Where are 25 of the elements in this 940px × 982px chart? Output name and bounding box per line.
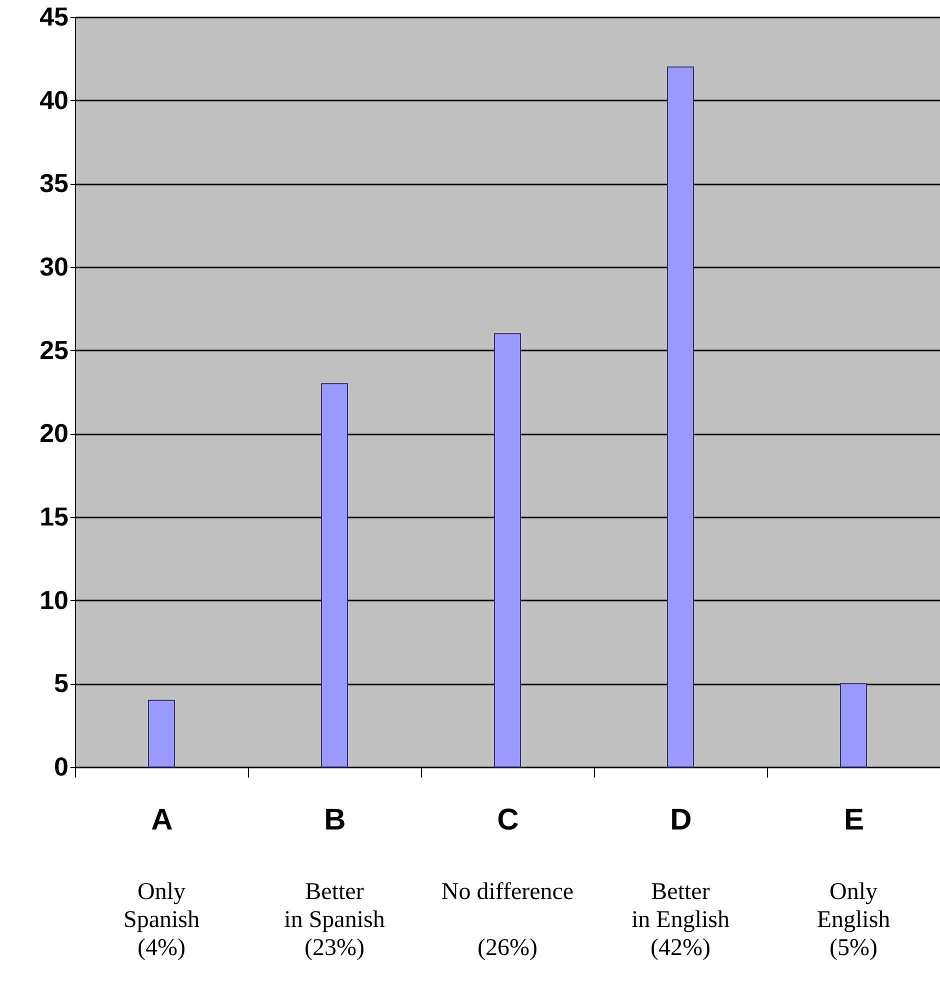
y-tick-label: 40 [40,84,68,115]
bar [148,700,175,768]
bar [321,383,348,768]
y-tick-label: 45 [40,2,68,32]
x-tick-label: C [497,804,519,836]
y-tick-label: 35 [40,168,68,198]
bar [840,683,867,768]
x-tick-label: A [151,804,173,836]
bar [494,333,521,768]
y-tick-label: 0 [54,752,68,782]
y-tick-label: 20 [40,418,68,448]
text: Better in English (42%) [630,878,730,962]
text: Only Spanish (4%) [122,878,200,962]
text: Better in Spanish (23%) [283,878,386,962]
y-tick-label: 15 [40,502,68,532]
x-tick-label: E [844,804,864,836]
y-tick-label: 5 [54,668,68,698]
y-tick-label: 10 [40,584,68,615]
bar [667,66,694,768]
x-tick-label: B [324,804,346,836]
text: No difference (26%) [441,879,574,961]
x-tick-label: D [670,804,692,836]
text: Only English (5%) [816,878,892,962]
y-tick-label: 25 [40,334,68,365]
y-tick-label: 30 [40,252,68,282]
